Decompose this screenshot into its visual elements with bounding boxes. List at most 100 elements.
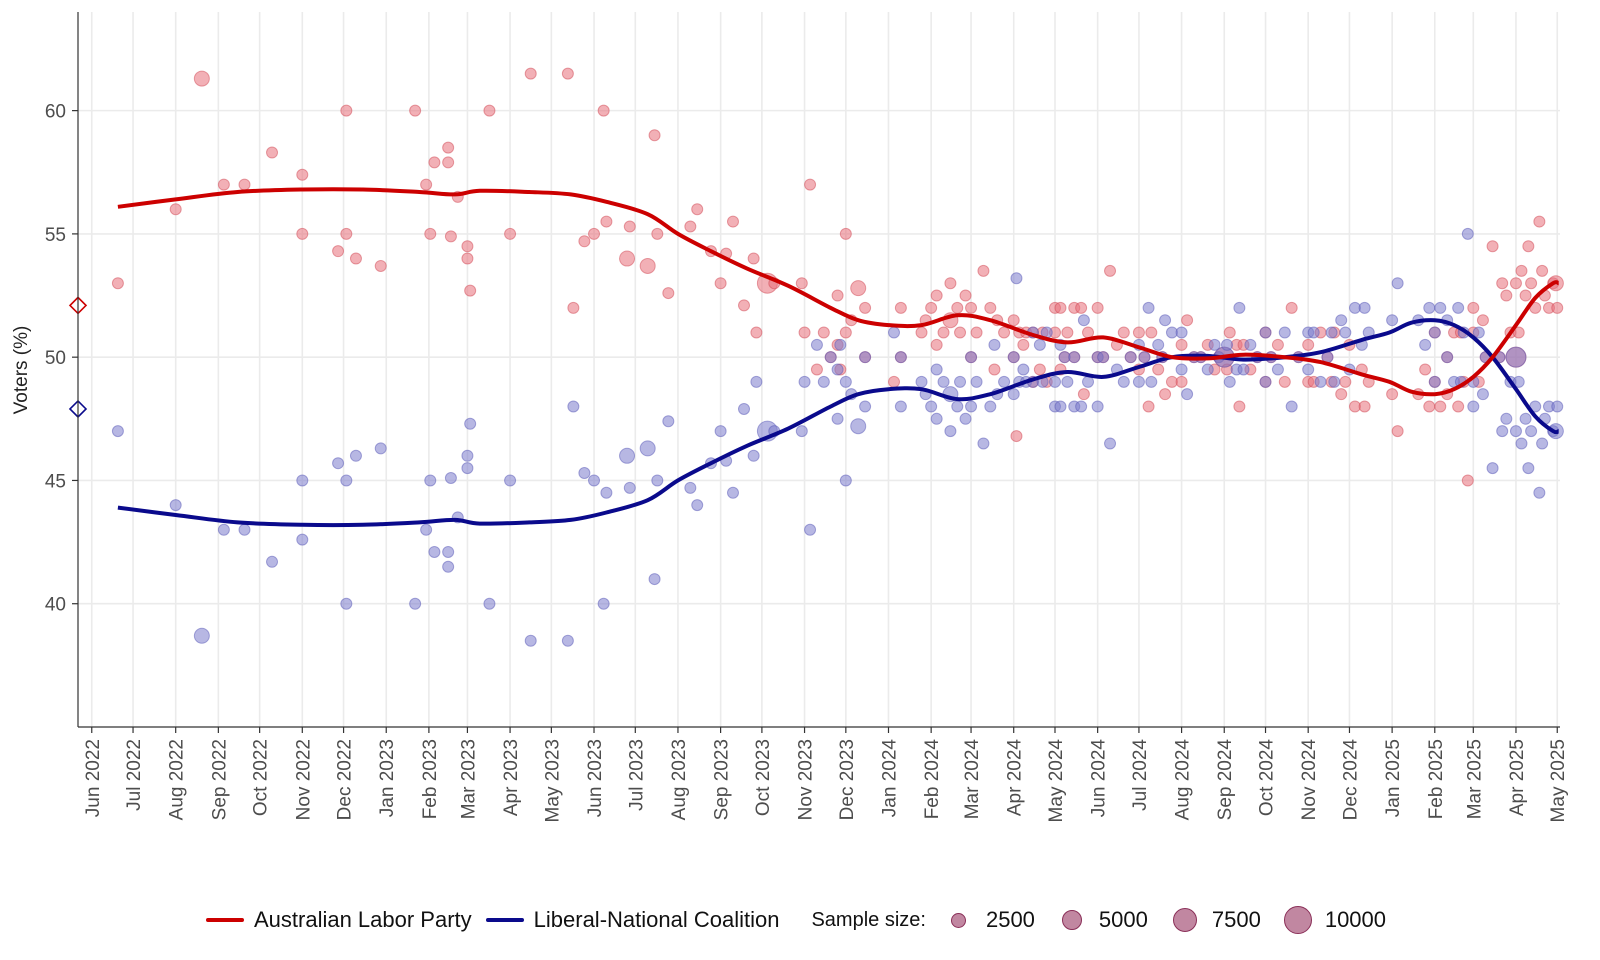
lnp-poll-point <box>1423 301 1436 314</box>
lnp-poll-point <box>1358 301 1371 314</box>
lnp-trend-line <box>117 318 1560 528</box>
alp-poll-point <box>1061 326 1074 339</box>
lnp-poll-point <box>750 375 763 388</box>
alp-poll-point <box>662 287 675 300</box>
lnp-poll-point <box>930 412 943 425</box>
lnp-poll-point <box>193 627 210 644</box>
legend-label-lnp: Liberal-National Coalition <box>533 907 780 932</box>
alp-poll-point <box>1223 326 1236 339</box>
x-tick-label: Aug 2022 <box>167 739 188 820</box>
lnp-poll-point <box>1145 375 1158 388</box>
lnp-poll-point <box>1237 363 1250 376</box>
lnp-poll-point <box>810 338 823 351</box>
alp-poll-point <box>954 326 967 339</box>
lnp-poll-point <box>444 471 457 484</box>
lnp-poll-point <box>824 351 837 364</box>
alp-poll-point <box>409 104 422 117</box>
alp-poll-point <box>1512 326 1525 339</box>
poll-chart: 40 45 50 55 60 Jun 2022 Jul 2022 Aug 2022 Sep 2… <box>11 12 1569 822</box>
alp-poll-point <box>795 277 808 290</box>
lnp-poll-point <box>648 573 661 586</box>
lnp-poll-point <box>296 533 309 546</box>
lnp-poll-point <box>420 523 433 536</box>
lnp-poll-point <box>859 400 872 413</box>
lnp-poll-point <box>1386 314 1399 327</box>
alp-poll-point <box>169 203 182 216</box>
alp-poll-point <box>588 227 601 240</box>
alp-poll-point <box>1486 240 1499 253</box>
x-tick-label: Oct 2023 <box>753 739 774 816</box>
lnp-poll-point <box>1075 400 1088 413</box>
lnp-poll-point <box>1441 351 1454 364</box>
lnp-poll-point <box>977 437 990 450</box>
lnp-poll-point <box>930 363 943 376</box>
alp-poll-point <box>970 326 983 339</box>
alp-poll-point <box>424 227 437 240</box>
alp-poll-point <box>420 178 433 191</box>
lnp-poll-point <box>619 447 636 464</box>
lnp-poll-point <box>1339 326 1352 339</box>
alp-poll-point <box>651 227 664 240</box>
alp-poll-point <box>887 375 900 388</box>
legend-item-lnp: Liberal-National Coalition <box>485 907 780 933</box>
alp-poll-point <box>1467 301 1480 314</box>
alp-poll-point <box>600 215 613 228</box>
alp-poll-point <box>442 141 455 154</box>
lnp-poll-point <box>1048 375 1061 388</box>
lnp-poll-point <box>894 400 907 413</box>
y-tick-label: 50 <box>45 348 66 369</box>
lnp-poll-point <box>798 375 811 388</box>
alp-poll-point <box>483 104 496 117</box>
alp-poll-point <box>1551 301 1564 314</box>
lnp-poll-point <box>483 597 496 610</box>
lnp-poll-point <box>1244 338 1257 351</box>
lnp-poll-point <box>1061 375 1074 388</box>
lnp-poll-point <box>714 425 727 438</box>
lnp-poll-point <box>831 363 844 376</box>
lnp-poll-point <box>998 375 1011 388</box>
lnp-poll-point <box>1007 351 1020 364</box>
lnp-poll-point <box>461 462 474 475</box>
lnp-poll-point <box>623 481 636 494</box>
alp-poll-point <box>1152 363 1165 376</box>
lnp-poll-point <box>1335 314 1348 327</box>
lnp-poll-point <box>217 523 230 536</box>
lnp-poll-point <box>1097 351 1110 364</box>
election-result-markers <box>68 296 88 419</box>
lnp-poll-point <box>1033 338 1046 351</box>
alp-poll-point <box>111 277 124 290</box>
alp-poll-point <box>567 301 580 314</box>
x-tick-label: Jul 2024 <box>1130 739 1151 811</box>
x-tick-label: Oct 2022 <box>251 739 272 816</box>
lnp-poll-point <box>944 425 957 438</box>
y-tick-label: 60 <box>45 102 66 123</box>
lnp-poll-point <box>1010 272 1023 285</box>
y-tick-label: 55 <box>45 225 66 246</box>
lnp-poll-point <box>1461 227 1474 240</box>
lnp-poll-point <box>1175 326 1188 339</box>
lnp-poll-point <box>1201 363 1214 376</box>
x-tick-label: Dec 2024 <box>1341 739 1362 821</box>
alp-poll-point <box>1033 363 1046 376</box>
alp-poll-point <box>561 67 574 80</box>
alp-poll-points <box>111 67 1564 487</box>
lnp-poll-point <box>1117 375 1130 388</box>
alp-poll-point <box>810 363 823 376</box>
lnp-poll-point <box>1259 375 1272 388</box>
x-tick-label: Jun 2023 <box>585 739 606 817</box>
lnp-poll-point <box>1068 351 1081 364</box>
lnp-poll-point <box>1512 375 1525 388</box>
lnp-poll-point <box>970 375 983 388</box>
x-tick-label: Jan 2024 <box>880 739 901 818</box>
alp-poll-point <box>296 168 309 181</box>
lnp-poll-point <box>1220 338 1233 351</box>
alp-poll-point <box>597 104 610 117</box>
alp-poll-point <box>332 245 345 258</box>
legend-size-10000: 10000 <box>1283 906 1386 934</box>
alp-poll-point <box>1181 314 1194 327</box>
alp-poll-point <box>1358 400 1371 413</box>
legend-size-5000: 5000 <box>1057 907 1148 933</box>
lnp-poll-point <box>691 499 704 512</box>
alp-poll-point <box>850 280 867 297</box>
lnp-poll-point <box>1159 314 1172 327</box>
